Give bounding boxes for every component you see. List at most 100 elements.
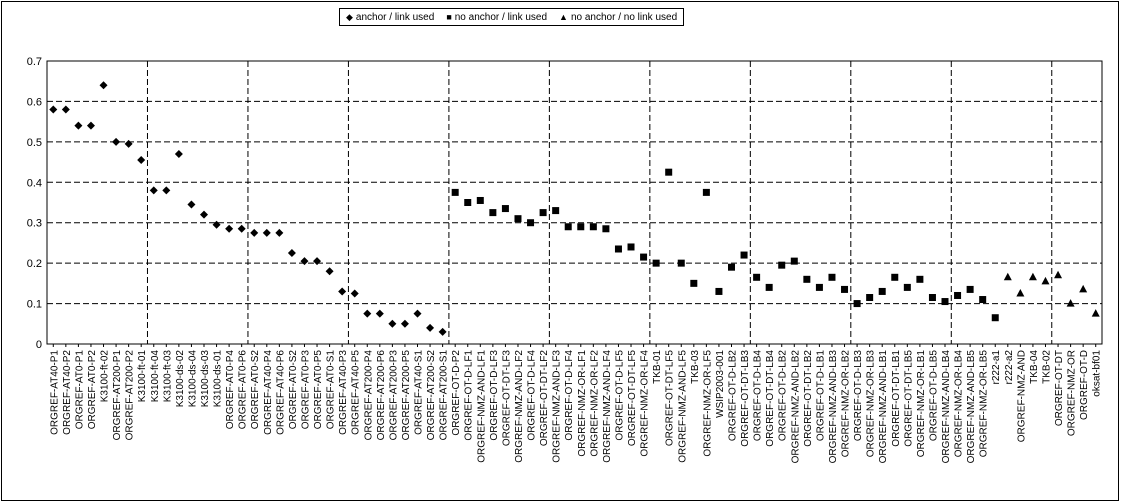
y-tick-label: 0.3 (27, 218, 42, 230)
data-point-no-anchor-link-used (753, 273, 761, 281)
x-tick-label: ORGREF-NMZ-AND-LF5 (677, 350, 688, 463)
x-tick-label: ORGREF-AT40-P6 (275, 350, 286, 435)
data-point-anchor-link-used (174, 149, 183, 158)
data-point-no-anchor-link-used (903, 283, 911, 291)
x-tick-label: ORGREF-NMZ-OR-LB4 (954, 350, 965, 458)
diamond-marker-icon: ◆ (346, 11, 353, 22)
y-tick-label: 0 (36, 339, 42, 351)
data-point-no-anchor-no-link-used (1066, 299, 1075, 307)
x-tick-label: ORGREF-OT-D-LF4 (527, 350, 538, 441)
x-tick-label: ORGREF-OT-D-LF3 (489, 350, 500, 441)
data-point-anchor-link-used (162, 186, 171, 195)
data-point-no-anchor-link-used (464, 199, 472, 206)
data-point-no-anchor-link-used (589, 223, 597, 231)
data-point-no-anchor-link-used (740, 251, 748, 259)
x-tick-label: ORGREF-AT40-P3 (338, 350, 349, 435)
x-tick-label: ORGREF-AT200-P1 (112, 350, 123, 441)
x-tick-label: ORGREF-NMZ-AND-LF2 (514, 350, 525, 463)
x-tick-label: ORGREF-AT200-P4 (363, 350, 374, 441)
data-point-no-anchor-link-used (577, 223, 585, 231)
data-point-anchor-link-used (112, 137, 121, 146)
x-tick-label: ORGREF-NMZ-AND-LF4 (602, 350, 613, 463)
x-tick-label: ORGREF-AT0-S2 (288, 350, 299, 430)
data-point-no-anchor-link-used (652, 259, 660, 267)
data-point-anchor-link-used (325, 267, 334, 276)
data-point-no-anchor-link-used (489, 209, 497, 217)
x-tick-label: ORGREF-NMZ-OR-LF2 (589, 350, 600, 457)
x-tick-label: K3100-ds-03 (200, 350, 211, 408)
data-point-no-anchor-link-used (803, 275, 811, 283)
data-point-no-anchor-link-used (527, 219, 535, 227)
data-point-no-anchor-link-used (501, 205, 509, 213)
x-tick-label: ORGREF-OT-D-P2 (451, 350, 462, 436)
x-tick-label: ORGREF-OT-DT (1054, 350, 1065, 426)
x-tick-label: ORGREF-OT-DT-LB1 (891, 350, 902, 447)
x-tick-label: ORGREF-OT-D-LB3 (853, 350, 864, 442)
data-point-no-anchor-link-used (866, 294, 874, 302)
legend-item-no-anchor-no-link-used: ▲ no anchor / no link used (559, 12, 677, 23)
x-tick-label: ORGREF-AT0-P4 (225, 350, 236, 430)
data-point-no-anchor-no-link-used (1054, 270, 1063, 279)
data-point-no-anchor-link-used (690, 279, 698, 287)
data-point-anchor-link-used (313, 257, 322, 266)
x-tick-label: ORGREF-NMZ-AND-LB1 (878, 350, 889, 464)
x-tick-label: ORGREF-AT200-P2 (125, 350, 136, 441)
x-tick-label: ORGREF-OT-D-LF5 (614, 350, 625, 441)
x-tick-label: ORGREF-AT40-P1 (49, 350, 60, 435)
data-point-no-anchor-link-used (891, 273, 899, 281)
x-tick-label: ORGREF-OT-D-LB2 (778, 350, 789, 442)
data-point-anchor-link-used (199, 210, 208, 219)
data-point-anchor-link-used (388, 319, 397, 328)
data-point-anchor-link-used (250, 228, 259, 237)
x-tick-label: K3100-ds-02 (175, 350, 186, 408)
data-point-no-anchor-link-used (514, 215, 522, 223)
legend-item-no-anchor-link-used: ■ no anchor / link used (446, 12, 547, 23)
legend-item-anchor-link-used: ◆ anchor / link used (346, 12, 434, 23)
data-point-anchor-link-used (137, 156, 146, 165)
data-point-anchor-link-used (275, 228, 284, 237)
x-tick-label: ORGREF-OT-DT-LF3 (501, 350, 512, 447)
x-tick-label: ORGREF-OT-DT-LF5 (665, 350, 676, 447)
data-point-anchor-link-used (61, 105, 70, 114)
x-tick-label: ORGREF-AT40-P4 (263, 350, 274, 435)
data-point-anchor-link-used (212, 220, 221, 229)
chart-legend: ◆ anchor / link used ■ no anchor / link … (339, 8, 685, 26)
x-tick-label: ORGREF-NMZ-OR-LB5 (979, 350, 990, 458)
data-point-no-anchor-link-used (715, 287, 723, 295)
x-tick-label: ORGREF-AT0-P5 (313, 350, 324, 430)
data-point-anchor-link-used (149, 186, 158, 195)
x-tick-label: ORGREF-OT-DT-LF5 (627, 350, 638, 447)
x-tick-label: ORGREF-AT0-S2 (250, 350, 261, 430)
data-point-no-anchor-link-used (451, 188, 459, 196)
x-tick-label: K3100-ft-02 (100, 350, 111, 403)
data-point-no-anchor-link-used (627, 243, 635, 251)
data-point-anchor-link-used (86, 121, 95, 130)
data-point-no-anchor-no-link-used (1003, 272, 1012, 281)
data-point-anchor-link-used (300, 257, 309, 266)
data-point-no-anchor-link-used (815, 283, 823, 291)
x-tick-label: ORGREF-AT200-P5 (401, 350, 412, 441)
legend-label: no anchor / link used (454, 11, 548, 23)
x-tick-label: TKB-02 (1041, 350, 1052, 384)
y-tick-label: 0.7 (27, 56, 42, 68)
x-tick-label: r222-a1 (991, 350, 1002, 385)
x-tick-label: ORGREF-OT-DT-LB2 (803, 350, 814, 447)
x-tick-label: ORGREF-OT-D (1079, 350, 1090, 420)
x-tick-label: r222-a2 (1004, 350, 1015, 385)
data-point-no-anchor-link-used (778, 261, 786, 269)
data-point-anchor-link-used (124, 139, 133, 148)
plot-area-border (46, 60, 1103, 345)
x-tick-label: ORGREF-NMZ-OR-LB2 (841, 350, 852, 458)
data-point-anchor-link-used (287, 249, 296, 258)
x-tick-label: K3100-ft-03 (162, 350, 173, 403)
data-point-anchor-link-used (413, 309, 422, 318)
data-point-no-anchor-link-used (790, 257, 798, 265)
x-tick-label: ORGREF-NMZ-OR (1067, 350, 1078, 436)
x-tick-label: ORGREF-OT-DT-LB5 (903, 350, 914, 447)
y-tick-label: 0.4 (27, 177, 42, 189)
data-point-no-anchor-link-used (853, 300, 861, 308)
x-tick-label: ORGREF-AT200-P6 (376, 350, 387, 441)
data-point-anchor-link-used (49, 105, 58, 114)
data-point-no-anchor-link-used (476, 196, 484, 204)
data-point-no-anchor-link-used (966, 285, 974, 293)
